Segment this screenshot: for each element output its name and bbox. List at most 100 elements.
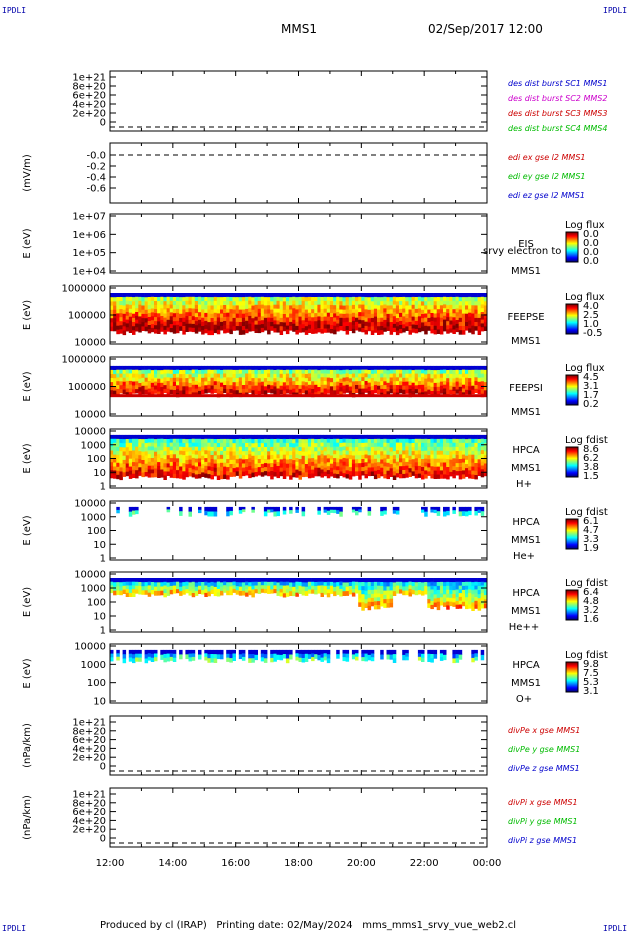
heatmap-cell — [461, 601, 466, 607]
heatmap-cell — [367, 434, 372, 440]
heatmap-cell — [336, 312, 340, 317]
heatmap-cell — [301, 316, 306, 321]
heatmap-cell — [157, 458, 161, 463]
heatmap-cell — [263, 589, 268, 594]
heatmap-cell — [395, 381, 400, 386]
heatmap-cell — [226, 506, 230, 512]
heatmap-cell — [417, 653, 422, 658]
heatmap-cell — [298, 296, 302, 302]
heatmap-cell — [207, 511, 211, 517]
heatmap-cell — [389, 443, 394, 448]
heatmap-cell — [355, 447, 359, 452]
heatmap-cell — [320, 469, 324, 474]
heatmap-cell — [304, 578, 309, 583]
heatmap-cell — [295, 458, 299, 463]
heatmap-cell — [169, 377, 174, 383]
heatmap-cell — [320, 365, 324, 371]
heatmap-cell — [147, 653, 152, 658]
heatmap-cell — [213, 369, 218, 374]
colorbar-step — [566, 520, 578, 522]
heatmap-cell — [188, 578, 192, 583]
legend-entry: des dist burst SC3 MMS3 — [508, 109, 607, 118]
heatmap-cell — [336, 323, 340, 328]
heatmap-cell — [348, 386, 353, 391]
colorbar-step — [566, 253, 578, 255]
heatmap-cell — [176, 474, 180, 479]
heatmap-cell — [471, 329, 475, 335]
heatmap-cell — [119, 459, 123, 464]
heatmap-cell — [446, 578, 450, 583]
heatmap-cell — [245, 585, 249, 590]
heatmap-cell — [380, 439, 384, 444]
heatmap-cell — [465, 593, 469, 598]
heatmap-cell — [436, 309, 441, 314]
heatmap-cell — [232, 447, 236, 452]
colorbar-step — [566, 452, 578, 454]
heatmap-cell — [304, 309, 309, 315]
heatmap-cell — [408, 373, 412, 378]
heatmap-cell — [204, 510, 208, 516]
heatmap-cell — [465, 597, 469, 602]
heatmap-cell — [452, 510, 456, 514]
heatmap-cell — [279, 463, 284, 468]
heatmap-cell — [235, 590, 240, 595]
panel-side-label: EIS — [518, 239, 534, 250]
heatmap-cell — [232, 369, 236, 375]
heatmap-cell — [154, 468, 158, 474]
heatmap-cell — [364, 381, 368, 386]
heatmap-cell — [326, 312, 331, 317]
heatmap-cell — [163, 649, 167, 655]
heatmap-cell — [254, 649, 258, 656]
heatmap-cell — [292, 434, 296, 440]
y-tick-label: -0.0 — [86, 151, 106, 162]
heatmap-cell — [298, 388, 302, 394]
heatmap-cell — [119, 313, 123, 318]
heatmap-cell — [138, 582, 142, 587]
heatmap-cell — [125, 312, 130, 317]
y-tick-label: 1000 — [81, 512, 106, 523]
heatmap-cell — [176, 585, 180, 590]
heatmap-cell — [273, 312, 277, 317]
heatmap-cell — [449, 293, 453, 298]
heatmap-cell — [188, 319, 192, 325]
panel-side-label: MMS1 — [511, 606, 541, 617]
heatmap-cell — [345, 586, 350, 592]
heatmap-cell — [358, 602, 362, 607]
heatmap-cell — [260, 463, 265, 469]
colorbar-step — [566, 235, 578, 237]
heatmap-cell — [424, 466, 428, 471]
heatmap-cell — [355, 297, 359, 302]
heatmap-cell — [172, 462, 177, 467]
heatmap-cell — [216, 309, 221, 314]
heatmap-cell — [452, 466, 456, 471]
heatmap-cell — [135, 474, 139, 479]
heatmap-cell — [395, 388, 400, 393]
heatmap-cell — [339, 305, 343, 310]
heatmap-cell — [251, 293, 255, 298]
heatmap-cell — [147, 321, 152, 326]
heatmap-cell — [443, 304, 447, 309]
heatmap-cell — [285, 439, 290, 444]
heatmap-cell — [138, 300, 142, 306]
heatmap-cell — [270, 506, 274, 510]
heatmap-cell — [323, 293, 328, 298]
heatmap-cell — [458, 654, 463, 660]
colorbar-step — [566, 315, 578, 317]
heatmap-cell — [320, 373, 324, 378]
heatmap-cell — [172, 450, 177, 455]
heatmap-cell — [314, 447, 318, 452]
heatmap-cell — [411, 374, 416, 379]
heatmap-cell — [465, 455, 469, 461]
heatmap-cell — [254, 312, 258, 318]
colorbar-step — [566, 611, 578, 613]
heatmap-cell — [116, 582, 120, 587]
heatmap-cell — [436, 506, 441, 512]
heatmap-cell — [176, 316, 180, 322]
heatmap-cell — [226, 471, 230, 476]
heatmap-cell — [424, 365, 428, 371]
heatmap-cell — [270, 649, 274, 655]
heatmap-cell — [166, 467, 171, 472]
heatmap-cell — [157, 586, 161, 592]
heatmap-cell — [295, 325, 299, 331]
heatmap-cell — [147, 369, 152, 374]
